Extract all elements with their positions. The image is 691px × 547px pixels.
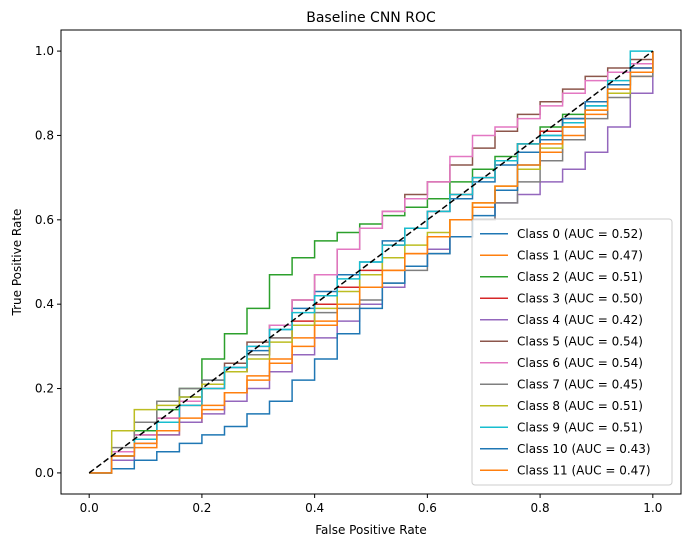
legend-label-class-8: Class 8 (AUC = 0.51) [517, 399, 643, 413]
y-tick-label: 0.8 [35, 128, 54, 142]
legend-label-class-11: Class 11 (AUC = 0.47) [517, 463, 651, 477]
x-axis: 0.0 0.2 0.4 0.6 0.8 1.0 [80, 494, 662, 515]
axes-frame [60, 29, 682, 495]
x-tick-label: 0.6 [418, 501, 437, 515]
legend-label-class-4: Class 4 (AUC = 0.42) [517, 313, 643, 327]
x-tick-label: 1.0 [643, 501, 662, 515]
legend-label-class-1: Class 1 (AUC = 0.47) [517, 248, 643, 262]
y-tick-label: 0.2 [35, 382, 54, 396]
x-tick-label: 0.8 [531, 501, 550, 515]
legend-box [471, 218, 673, 486]
y-axis-label: True Positive Rate [10, 209, 24, 317]
x-tick-label: 0.2 [192, 501, 211, 515]
y-tick-label: 0.6 [35, 213, 54, 227]
legend-label-class-6: Class 6 (AUC = 0.54) [517, 356, 643, 370]
series-line-class-11 [89, 51, 654, 474]
y-axis: 0.0 0.2 0.4 0.6 0.8 1.0 [35, 44, 61, 480]
legend-label-class-7: Class 7 (AUC = 0.45) [517, 377, 643, 391]
legend-label-class-9: Class 9 (AUC = 0.51) [517, 420, 643, 434]
diagonal-reference-line [88, 50, 654, 474]
chart-title: Baseline CNN ROC [306, 10, 436, 26]
x-axis-label: False Positive Rate [315, 523, 427, 537]
legend: Class 0 (AUC = 0.52) Class 1 (AUC = 0.47)… [471, 218, 673, 486]
y-tick-label: 0.4 [35, 297, 54, 311]
legend-label-class-3: Class 3 (AUC = 0.50) [517, 291, 643, 305]
x-tick-label: 0.0 [80, 501, 99, 515]
y-tick-label: 0.0 [35, 466, 54, 480]
legend-label-class-2: Class 2 (AUC = 0.51) [517, 270, 643, 284]
legend-label-class-10: Class 10 (AUC = 0.43) [517, 442, 651, 456]
series-line-class-10 [89, 51, 654, 474]
plot-area [88, 50, 654, 474]
legend-label-class-0: Class 0 (AUC = 0.52) [517, 227, 643, 241]
series-line-class-6 [89, 51, 654, 474]
x-tick-label: 0.4 [305, 501, 324, 515]
y-tick-label: 1.0 [35, 44, 54, 58]
legend-label-class-5: Class 5 (AUC = 0.54) [517, 334, 643, 348]
